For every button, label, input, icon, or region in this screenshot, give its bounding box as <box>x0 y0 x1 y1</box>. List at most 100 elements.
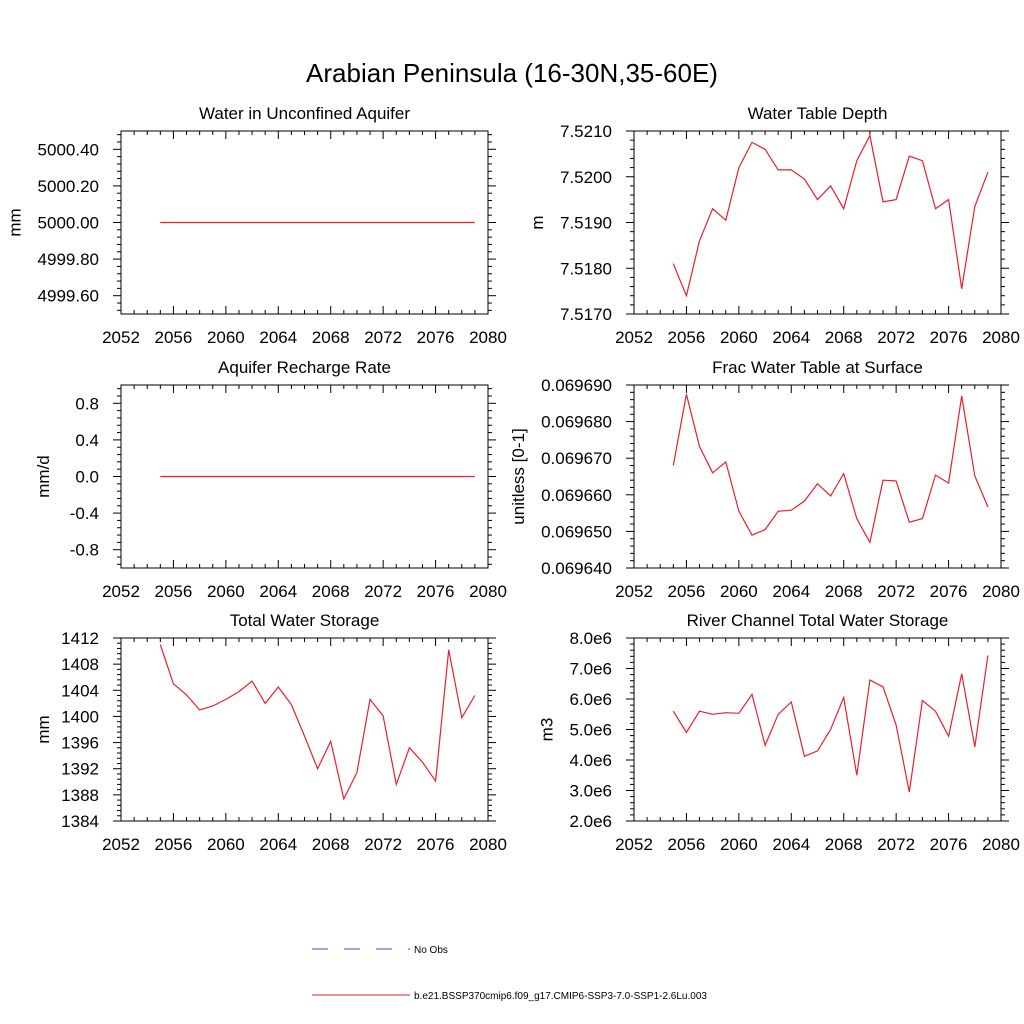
y-tick-label: 5000.20 <box>38 177 99 196</box>
panel-5: Total Water Storage 2052 2056 2060 2064 2068 2… <box>34 611 507 854</box>
y-tick-label: 6.0e6 <box>569 690 612 709</box>
y-tick-label: -0.4 <box>70 504 99 523</box>
y-tick-label: 1392 <box>61 760 99 779</box>
x-tick-label: 2076 <box>417 328 455 347</box>
x-tick-label: 2052 <box>615 582 653 601</box>
legend-label-no-obs: No Obs <box>414 945 448 956</box>
x-tick-label: 2056 <box>668 582 706 601</box>
x-tick-label: 2076 <box>930 835 968 854</box>
x-tick-label: 2072 <box>364 835 402 854</box>
plot-frame <box>633 384 1002 569</box>
y-tick-label: 3.0e6 <box>569 782 612 801</box>
y-tick-label: 5000.00 <box>38 214 99 233</box>
y-tick-label: 0.4 <box>75 431 99 450</box>
x-tick-label: 2080 <box>982 582 1020 601</box>
x-tick-label: 2072 <box>364 328 402 347</box>
y-axis-label: unitless [0-1] <box>509 428 528 524</box>
y-axis-label: mm/d <box>34 455 53 498</box>
panel-2: Water Table Depth 2052 2056 2060 2064 2068 207… <box>528 104 1020 347</box>
x-tick-label: 2068 <box>312 582 350 601</box>
x-tick-label: 2064 <box>772 835 810 854</box>
x-tick-label: 2076 <box>930 328 968 347</box>
x-tick-label: 2068 <box>825 328 863 347</box>
x-tick-label: 2076 <box>930 582 968 601</box>
panel-title: Water in Unconfined Aquifer <box>199 104 410 123</box>
x-tick-label: 2072 <box>877 835 915 854</box>
x-tick-label: 2072 <box>877 582 915 601</box>
y-tick-label: 1408 <box>61 655 99 674</box>
x-tick-label: 2052 <box>102 582 140 601</box>
y-tick-label: 2.0e6 <box>569 812 612 831</box>
y-tick-label: 1388 <box>61 786 99 805</box>
y-tick-label: 1400 <box>61 707 99 726</box>
y-tick-label: 5000.40 <box>38 140 99 159</box>
y-tick-label: 7.5180 <box>560 259 612 278</box>
y-tick-label: 0.8 <box>75 394 99 413</box>
series-line <box>672 655 989 793</box>
y-tick-label: 7.0e6 <box>569 660 612 679</box>
y-tick-label: 0.069680 <box>541 413 612 432</box>
x-tick-label: 2064 <box>259 582 297 601</box>
panel-title: Water Table Depth <box>748 104 888 123</box>
y-axis-label: mm <box>6 208 25 236</box>
panel-3: Aquifer Recharge Rate 2052 2056 2060 2064 206… <box>34 358 507 601</box>
y-tick-label: 0.069690 <box>541 376 612 395</box>
y-axis-label: m <box>528 215 547 229</box>
y-axis-label: m3 <box>538 718 557 742</box>
panel-4: Frac Water Table at Surface 2052 2056 2060 2… <box>509 358 1020 601</box>
x-tick-label: 2056 <box>155 582 193 601</box>
x-tick-label: 2056 <box>155 835 193 854</box>
x-tick-label: 2060 <box>720 328 758 347</box>
legend-label-model: b.e21.BSSP370cmip6.f09_g17.CMIP6-SSP3-7.… <box>414 991 707 1002</box>
x-tick-label: 2068 <box>312 835 350 854</box>
y-tick-label: 1412 <box>61 629 99 648</box>
legend: No Obs b.e21.BSSP370cmip6.f09_g17.CMIP6-S… <box>312 945 707 1002</box>
plot-frame <box>120 637 489 822</box>
x-tick-label: 2076 <box>417 582 455 601</box>
y-tick-label: 4.0e6 <box>569 751 612 770</box>
panel-title: Frac Water Table at Surface <box>712 358 923 377</box>
y-tick-label: 1384 <box>61 812 99 831</box>
series-line <box>672 394 989 545</box>
series-line <box>159 644 476 801</box>
x-tick-label: 2076 <box>417 835 455 854</box>
x-tick-label: 2068 <box>825 582 863 601</box>
x-tick-label: 2080 <box>469 582 507 601</box>
y-tick-label: -0.8 <box>70 541 99 560</box>
y-tick-label: 4999.80 <box>38 250 99 269</box>
x-tick-label: 2060 <box>207 328 245 347</box>
x-tick-label: 2060 <box>720 582 758 601</box>
x-tick-label: 2080 <box>982 328 1020 347</box>
x-tick-label: 2056 <box>155 328 193 347</box>
y-tick-label: 4999.60 <box>38 287 99 306</box>
y-tick-label: 0.0 <box>75 468 99 487</box>
x-tick-label: 2056 <box>668 328 706 347</box>
y-tick-label: 0.069660 <box>541 486 612 505</box>
series-line <box>672 133 989 298</box>
x-tick-label: 2060 <box>207 582 245 601</box>
x-tick-label: 2052 <box>615 328 653 347</box>
x-tick-label: 2052 <box>615 835 653 854</box>
x-tick-label: 2080 <box>469 328 507 347</box>
x-tick-label: 2080 <box>982 835 1020 854</box>
panel-6: River Channel Total Water Storage 2052 205… <box>538 611 1020 854</box>
x-tick-label: 2060 <box>207 835 245 854</box>
x-tick-label: 2068 <box>312 328 350 347</box>
x-tick-label: 2052 <box>102 328 140 347</box>
panel-title: River Channel Total Water Storage <box>687 611 949 630</box>
x-tick-label: 2064 <box>772 582 810 601</box>
y-tick-label: 0.069640 <box>541 559 612 578</box>
y-tick-label: 7.5170 <box>560 305 612 324</box>
x-tick-label: 2072 <box>877 328 915 347</box>
x-tick-label: 2064 <box>259 835 297 854</box>
plot-frame <box>633 637 1002 822</box>
x-tick-label: 2068 <box>825 835 863 854</box>
y-tick-label: 0.069670 <box>541 449 612 468</box>
x-tick-label: 2072 <box>364 582 402 601</box>
y-tick-label: 8.0e6 <box>569 629 612 648</box>
y-tick-label: 0.069650 <box>541 522 612 541</box>
y-tick-label: 7.5210 <box>560 122 612 141</box>
y-tick-label: 5.0e6 <box>569 721 612 740</box>
x-tick-label: 2056 <box>668 835 706 854</box>
